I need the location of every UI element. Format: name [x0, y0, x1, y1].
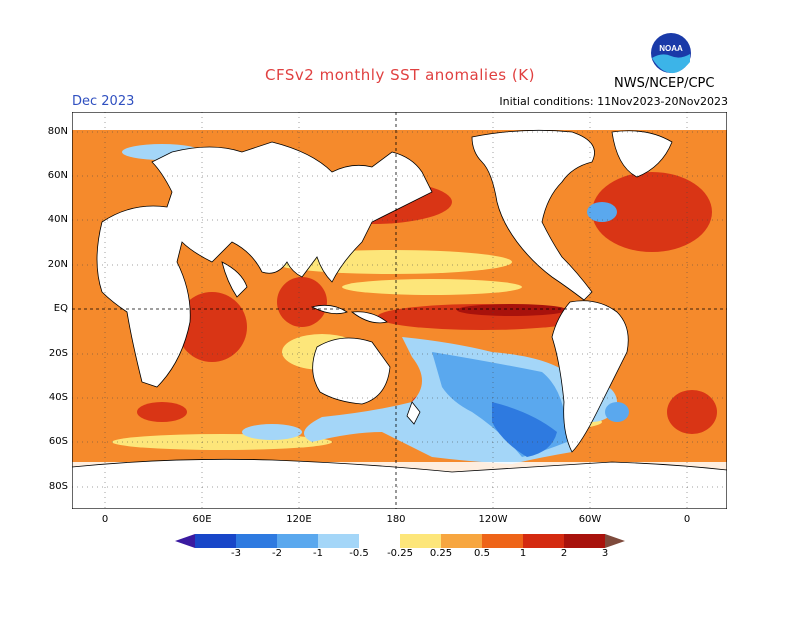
colorbar-segment	[236, 534, 277, 548]
lat-label-60s: 60S	[48, 436, 68, 447]
graticule	[72, 112, 727, 509]
colorbar-segment	[359, 534, 400, 548]
colorbar-tick-label: -2	[272, 548, 282, 559]
lat-label-20n: 20N	[47, 259, 68, 270]
colorbar	[175, 534, 625, 548]
colorbar-segment	[441, 534, 482, 548]
colorbar-tick-label: 1	[519, 548, 527, 559]
lat-label-40s: 40S	[48, 392, 68, 403]
lon-label-60e: 60E	[192, 514, 212, 525]
lon-label-120e: 120E	[286, 514, 312, 525]
lat-label-60n: 60N	[47, 170, 68, 181]
lat-label-20s: 20S	[48, 348, 68, 359]
lat-label-eq: EQ	[53, 303, 68, 314]
colorbar-tick-label: 0.5	[474, 548, 490, 559]
colorbar-segment	[564, 534, 605, 548]
lat-label-40n: 40N	[47, 214, 68, 225]
forecast-month: Dec 2023	[72, 94, 135, 109]
lon-label-180: 180	[386, 514, 406, 525]
continents	[72, 129, 727, 509]
colorbar-tick-label: -0.25	[387, 548, 413, 559]
noaa-logo-icon: NOAA	[651, 33, 691, 74]
colorbar-tick-label: -3	[231, 548, 241, 559]
colorbar-max-arrow	[605, 534, 625, 548]
colorbar-tick-label: -0.5	[349, 548, 369, 559]
colorbar-tick-label: 2	[560, 548, 568, 559]
lon-label-0-east: 0	[683, 514, 691, 525]
colorbar-tick-label: 0.25	[429, 548, 453, 559]
map-title: CFSv2 monthly SST anomalies (K)	[265, 66, 535, 84]
colorbar-min-arrow	[175, 534, 195, 548]
lon-label-0: 0	[101, 514, 109, 525]
colorbar-segment	[523, 534, 564, 548]
lon-label-120w: 120W	[478, 514, 508, 525]
lon-label-60w: 60W	[578, 514, 602, 525]
colorbar-segment	[277, 534, 318, 548]
lat-label-80n: 80N	[47, 126, 68, 137]
colorbar-segment	[195, 534, 236, 548]
reference-lines	[72, 112, 727, 509]
colorbar-segment	[400, 534, 441, 548]
strong-warm-core	[457, 304, 567, 316]
colorbar-tick-label: -1	[313, 548, 323, 559]
colorbar-segment	[482, 534, 523, 548]
sst-anomaly-map	[72, 112, 727, 509]
lat-label-80s: 80S	[48, 481, 68, 492]
noaa-logo-text: NOAA	[659, 44, 683, 53]
colorbar-tick-label: 3	[601, 548, 609, 559]
colorbar-segment	[318, 534, 359, 548]
initial-conditions: Initial conditions: 11Nov2023-20Nov2023	[499, 95, 728, 108]
agency-label: NWS/NCEP/CPC	[614, 76, 715, 91]
